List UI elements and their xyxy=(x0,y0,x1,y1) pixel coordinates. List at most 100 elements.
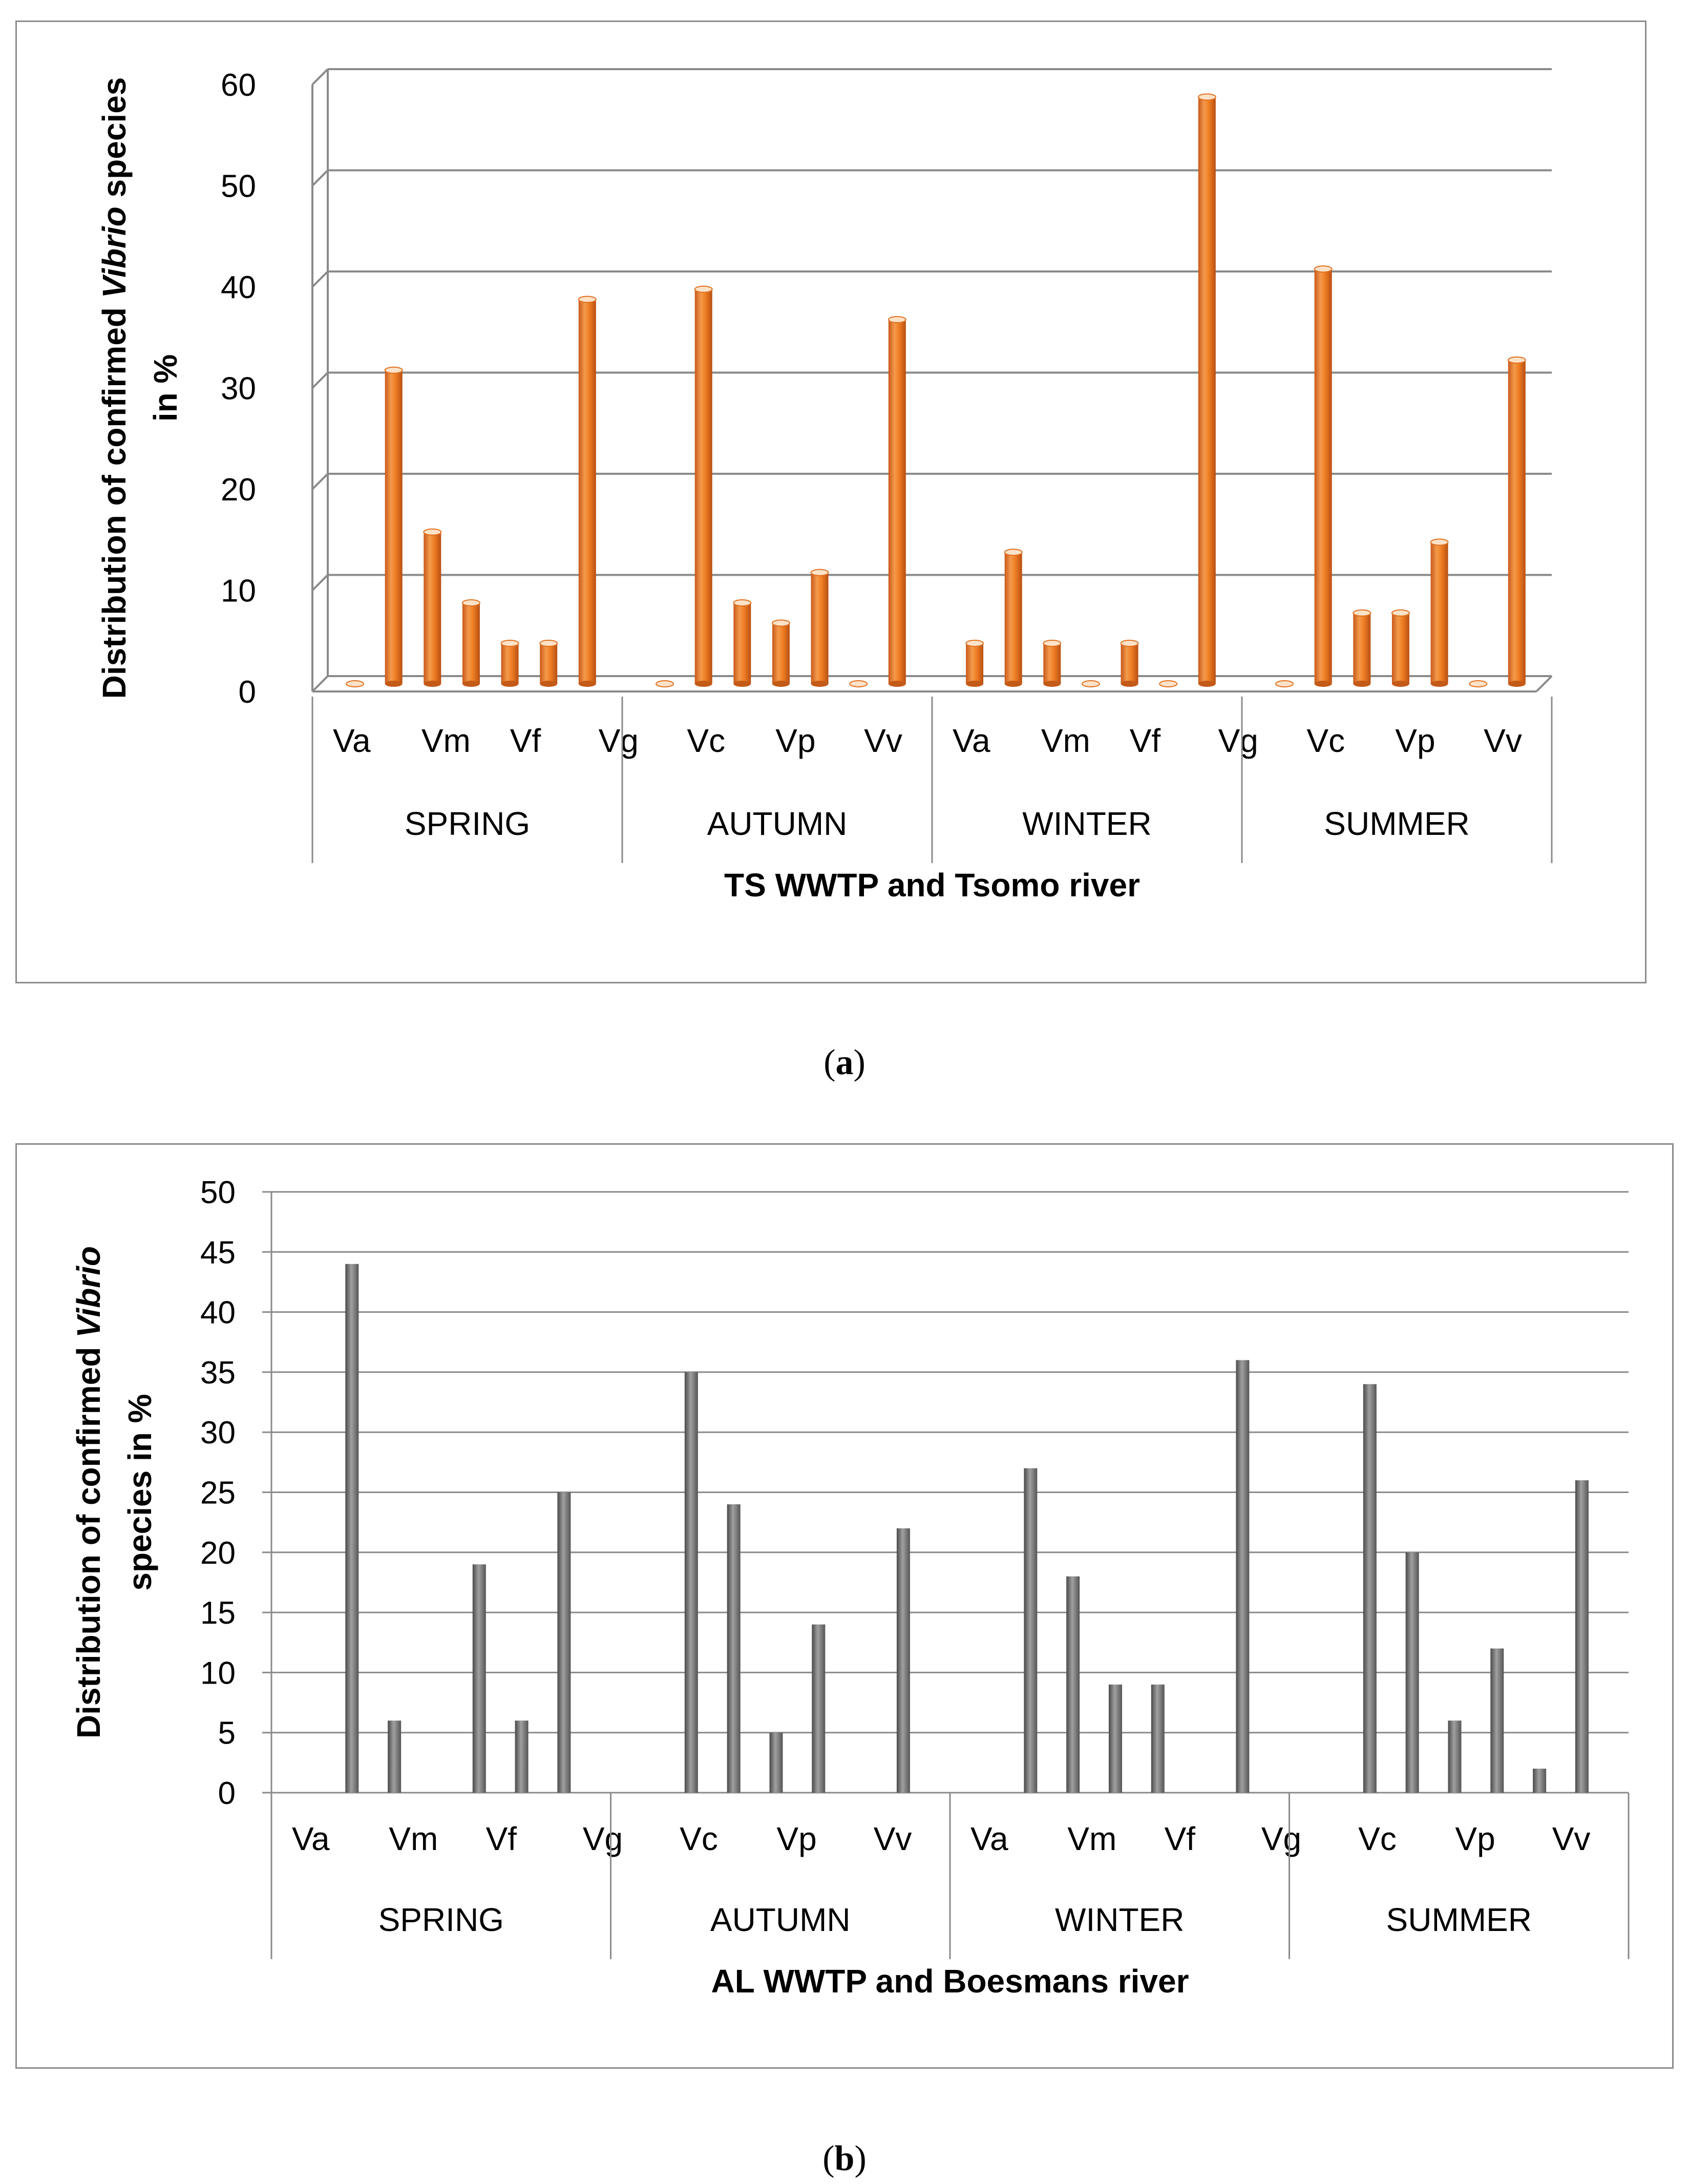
x-category-label: Vf xyxy=(510,722,541,759)
x-category-label: Vf xyxy=(1130,722,1161,759)
bar xyxy=(424,532,441,684)
bar-base xyxy=(540,681,558,687)
bar xyxy=(1004,552,1022,684)
x-category-label: Vv xyxy=(874,1820,912,1857)
bar-top xyxy=(1430,538,1449,546)
bar-base xyxy=(1391,681,1409,687)
bar-base xyxy=(578,681,596,687)
bar xyxy=(1575,1480,1589,1793)
bar-top xyxy=(1081,680,1100,687)
bar xyxy=(1353,613,1371,684)
chart-b-frame xyxy=(15,1143,1674,2069)
bar xyxy=(1391,613,1409,684)
bar-top xyxy=(539,640,558,647)
bar xyxy=(1314,269,1332,684)
y-axis-title-line2: species in % xyxy=(121,1394,158,1590)
y-tick-label: 60 xyxy=(221,68,256,103)
x-category-label: Vm xyxy=(1041,722,1090,759)
bar xyxy=(1430,542,1448,684)
x-group-label: SUMMER xyxy=(1386,1901,1532,1938)
y-tick-label: 25 xyxy=(200,1476,236,1511)
x-category-label: Vg xyxy=(599,722,639,759)
y-tick-label: 10 xyxy=(221,574,256,609)
bar-top xyxy=(771,619,790,627)
bar xyxy=(385,370,403,684)
bar xyxy=(888,320,906,684)
bar xyxy=(472,1564,486,1793)
bar-base xyxy=(1198,681,1216,687)
bar-base xyxy=(1314,681,1332,687)
x-category-label: Vf xyxy=(486,1820,517,1857)
bar xyxy=(1066,1576,1080,1793)
x-group-label: SPRING xyxy=(405,805,530,842)
gridline-depth xyxy=(311,170,329,186)
x-category-label: Va xyxy=(970,1820,1008,1857)
bar xyxy=(540,643,558,684)
bar xyxy=(769,1732,783,1793)
bar-base xyxy=(772,681,790,687)
gridline-depth xyxy=(311,372,329,389)
x-group-label: WINTER xyxy=(1022,805,1151,842)
y-axis-title: Distribution of confirmed Vibrio species xyxy=(96,77,133,699)
bar xyxy=(388,1720,402,1793)
x-category-label: Vc xyxy=(680,1820,718,1857)
bar-top xyxy=(694,285,713,293)
x-category-label: Vm xyxy=(1067,1820,1116,1857)
gridline-depth xyxy=(311,270,329,288)
bar xyxy=(1508,360,1526,684)
bar-top xyxy=(810,569,829,576)
bar-base xyxy=(1508,681,1526,687)
bar xyxy=(578,299,596,684)
y-tick-label: 30 xyxy=(221,371,256,407)
x-category-label: Vc xyxy=(687,722,725,759)
chart-a-frame xyxy=(15,20,1646,983)
bar xyxy=(1024,1468,1038,1793)
x-category-label: Vv xyxy=(864,722,902,759)
bar xyxy=(501,643,519,684)
x-category-label: Vm xyxy=(389,1820,438,1857)
x-category-label: Vp xyxy=(1455,1820,1495,1857)
bar xyxy=(733,603,751,684)
bar-top xyxy=(461,599,480,606)
x-category-label: Vp xyxy=(1395,722,1435,759)
bar-base xyxy=(385,681,403,687)
bar-top xyxy=(888,316,906,323)
bar-top xyxy=(1469,680,1488,687)
bar xyxy=(811,572,829,684)
x-group-label: SPRING xyxy=(378,1901,504,1938)
bar-top xyxy=(500,640,519,647)
bar xyxy=(727,1504,741,1793)
bar-base xyxy=(1121,681,1138,687)
bar-base xyxy=(733,681,751,687)
y-tick-label: 5 xyxy=(218,1716,236,1751)
bar-base xyxy=(694,681,712,687)
bar xyxy=(1121,643,1138,684)
x-axis-title: AL WWTP and Boesmans river xyxy=(711,1963,1189,2000)
bar-top xyxy=(1159,680,1178,687)
caption-a: (a) xyxy=(824,1043,865,1082)
y-tick-label: 40 xyxy=(200,1295,236,1331)
bar-base xyxy=(501,681,519,687)
x-group-label: AUTUMN xyxy=(707,805,848,842)
x-category-label: Vc xyxy=(1306,722,1345,759)
bar xyxy=(1236,1360,1250,1793)
bar-top xyxy=(384,366,403,374)
bar-top xyxy=(423,528,442,536)
bar-top xyxy=(849,680,868,687)
bar-top xyxy=(1043,640,1062,647)
bar-base xyxy=(966,681,984,687)
gridline-depth xyxy=(311,675,329,692)
bar xyxy=(694,289,712,684)
bar-base xyxy=(1353,681,1371,687)
gridline-depth xyxy=(311,68,329,86)
y-tick-label: 35 xyxy=(200,1355,236,1391)
x-category-label: Va xyxy=(292,1820,330,1857)
x-category-label: Vc xyxy=(1358,1820,1397,1857)
bar xyxy=(684,1372,698,1793)
bar-top xyxy=(1391,609,1410,617)
bar-top xyxy=(1275,680,1294,687)
chart-a: 0 10 20 30 40 50 60 Va Vm Vf Vg Vc Vp Vv Va Vm Vf Vg Vc Vp V… xyxy=(96,68,1553,904)
bar-top xyxy=(1353,609,1371,617)
y-tick-label: 15 xyxy=(200,1595,236,1631)
y-tick-label: 20 xyxy=(200,1536,236,1571)
